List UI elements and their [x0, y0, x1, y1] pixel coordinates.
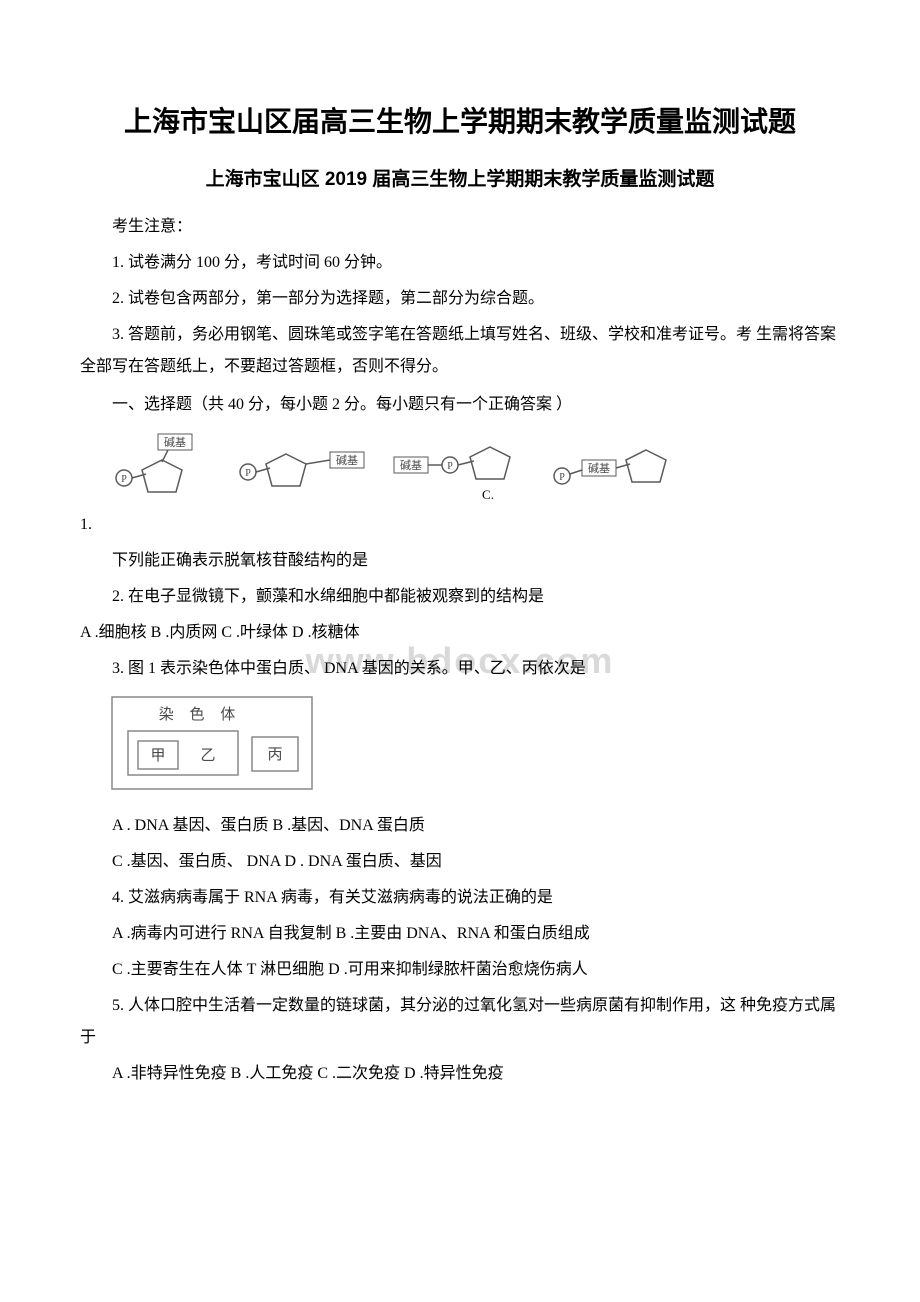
q1-figure-row: 碱基 P P 碱基 碱基 [110, 427, 840, 507]
notice-item-1: 1. 试卷满分 100 分，考试时间 60 分钟。 [80, 247, 840, 279]
nucleotide-option-d-icon: P 碱基 [542, 432, 692, 502]
main-title: 上海市宝山区届高三生物上学期期末教学质量监测试题 [80, 100, 840, 140]
svg-text:P: P [447, 461, 453, 472]
q2-text: 2. 在电子显微镜下，颤藻和水绵细胞中都能被观察到的结构是 [80, 581, 840, 613]
svg-text:碱基: 碱基 [336, 454, 358, 467]
q5-options: A .非特异性免疫 B .人工免疫 C .二次免疫 D .特异性免疫 [80, 1058, 840, 1090]
q1-number: 1. [80, 516, 92, 533]
notice-item-2: 2. 试卷包含两部分，第一部分为选择题，第二部分为综合题。 [80, 283, 840, 315]
q4-options-line1: A .病毒内可进行 RNA 自我复制 B .主要由 DNA、RNA 和蛋白质组成 [80, 918, 840, 950]
svg-text:P: P [559, 472, 565, 483]
q2-options: A .细胞核 B .内质网 C .叶绿体 D .核糖体 [80, 617, 840, 649]
nucleotide-option-c-icon: 碱基 P C. [388, 427, 538, 507]
svg-text:甲: 甲 [150, 748, 165, 764]
notice-item-3: 3. 答题前，务必用钢笔、圆珠笔或签字笔在答题纸上填写姓名、班级、学校和准考证号… [80, 319, 840, 383]
q4-options-line2: C .主要寄生在人体 T 淋巴细胞 D .可用来抑制绿脓杆菌治愈烧伤病人 [80, 954, 840, 986]
sub-title: 上海市宝山区 2019 届高三生物上学期期末教学质量监测试题 [80, 164, 840, 191]
q3-options-line1: A . DNA 基因、蛋白质 B .基因、DNA 蛋白质 [80, 810, 840, 842]
svg-text:P: P [245, 468, 251, 479]
notice-header: 考生注意： [80, 211, 840, 243]
svg-text:P: P [121, 474, 127, 485]
svg-text:丙: 丙 [267, 747, 282, 763]
svg-text:染 色 体: 染 色 体 [159, 706, 242, 723]
q5-text: 5. 人体口腔中生活着一定数量的链球菌，其分泌的过氧化氢对一些病原菌有抑制作用，… [80, 990, 840, 1054]
nucleotide-option-b-icon: P 碱基 [234, 432, 384, 502]
svg-text:碱基: 碱基 [400, 459, 422, 472]
svg-text:乙: 乙 [200, 748, 215, 764]
base-label: 碱基 [164, 436, 186, 449]
svg-text:C.: C. [482, 487, 494, 502]
section-1-heading: 一、选择题（共 40 分，每小题 2 分。每小题只有一个正确答案 ） [80, 389, 840, 421]
q3-options-line2: C .基因、蛋白质、 DNA D . DNA 蛋白质、基因 [80, 846, 840, 878]
q3-figure: 染 色 体 甲 乙 丙 [110, 695, 840, 800]
nucleotide-option-a-icon: 碱基 P [110, 432, 230, 502]
q1-text: 下列能正确表示脱氧核苷酸结构的是 [80, 545, 840, 577]
q3-text: 3. 图 1 表示染色体中蛋白质、 DNA 基因的关系。甲、乙、丙依次是 [80, 653, 840, 685]
q4-text: 4. 艾滋病病毒属于 RNA 病毒，有关艾滋病病毒的说法正确的是 [80, 882, 840, 914]
svg-text:碱基: 碱基 [588, 462, 610, 475]
